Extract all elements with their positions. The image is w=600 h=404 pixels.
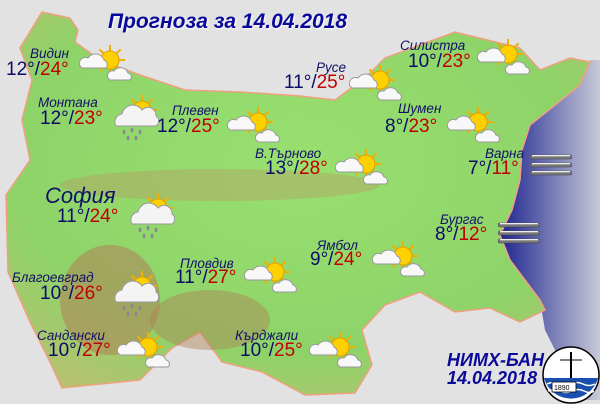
max-temp: 24° bbox=[89, 206, 119, 227]
max-temp: 11° bbox=[491, 158, 519, 179]
city-temperatures: 10°/27° bbox=[48, 340, 111, 361]
organization-label: НИМХ-БАН bbox=[447, 350, 544, 370]
city-temperatures: 9°/24° bbox=[310, 249, 363, 270]
city-name: Сандански bbox=[37, 328, 105, 343]
min-temp: 10° bbox=[240, 340, 269, 361]
city-name: Бургас bbox=[440, 212, 484, 227]
min-temp: 10° bbox=[48, 340, 77, 361]
min-temp: 7° bbox=[468, 158, 487, 179]
max-temp: 25° bbox=[274, 340, 303, 361]
city-name: Русе bbox=[316, 60, 347, 75]
min-temp: 11° bbox=[284, 72, 312, 93]
min-temp: 12° bbox=[6, 59, 35, 80]
city-temperatures: 7°/11° bbox=[468, 158, 519, 179]
mountain-rhodopes bbox=[150, 290, 270, 350]
max-temp: 23° bbox=[74, 108, 103, 129]
city-name: В.Търново bbox=[255, 146, 322, 161]
min-temp: 12° bbox=[40, 108, 69, 129]
max-temp: 26° bbox=[74, 283, 103, 304]
partly-cloudy-icon bbox=[116, 331, 172, 376]
max-temp: 24° bbox=[40, 59, 69, 80]
city-temperatures: 8°/12° bbox=[435, 224, 488, 245]
city-temperatures: 8°/23° bbox=[385, 116, 438, 137]
min-temp: 9° bbox=[310, 249, 329, 270]
cloud-rain-icon bbox=[110, 94, 166, 147]
min-temp: 11° bbox=[57, 206, 85, 227]
city-name: Шумен bbox=[398, 101, 442, 116]
city-temperatures: 10°/25° bbox=[240, 340, 303, 361]
city-name: Благоевград bbox=[12, 270, 94, 285]
city-name: София bbox=[45, 183, 116, 208]
city-temperatures: 12°/24° bbox=[6, 59, 69, 80]
max-temp: 24° bbox=[333, 249, 363, 270]
partly-cloudy-icon bbox=[78, 44, 134, 89]
city-temperatures: 10°/23° bbox=[408, 51, 471, 72]
min-temp: 12° bbox=[157, 116, 186, 137]
partly-cloudy-icon bbox=[371, 240, 427, 285]
city-name: Варна bbox=[485, 146, 524, 161]
city-name: Силистра bbox=[400, 38, 466, 53]
black-sea bbox=[500, 60, 600, 400]
min-temp: 8° bbox=[385, 116, 404, 137]
city-name: Видин bbox=[30, 46, 69, 61]
max-temp: 23° bbox=[408, 116, 438, 137]
fog-icon bbox=[497, 220, 541, 251]
max-temp: 23° bbox=[442, 51, 471, 72]
cloud-rain-icon bbox=[110, 270, 166, 323]
max-temp: 12° bbox=[458, 224, 488, 245]
nimh-logo-icon: 1890 bbox=[542, 346, 600, 404]
mountain-rila bbox=[60, 245, 160, 355]
max-temp: 27° bbox=[207, 267, 237, 288]
max-temp: 28° bbox=[299, 158, 328, 179]
city-temperatures: 12°/23° bbox=[40, 108, 103, 129]
min-temp: 11° bbox=[175, 267, 203, 288]
city-name: Пловдив bbox=[180, 256, 234, 271]
partly-cloudy-icon bbox=[446, 106, 502, 151]
city-temperatures: 11°/25° bbox=[284, 72, 346, 93]
partly-cloudy-icon bbox=[243, 256, 299, 301]
cloud-rain-icon bbox=[126, 192, 182, 245]
city-temperatures: 11°/24° bbox=[57, 206, 119, 227]
min-temp: 8° bbox=[435, 224, 454, 245]
max-temp: 27° bbox=[82, 340, 111, 361]
city-name: Ямбол bbox=[317, 238, 358, 253]
partly-cloudy-icon bbox=[308, 331, 364, 376]
partly-cloudy-icon bbox=[226, 106, 282, 151]
fog-icon bbox=[529, 152, 573, 183]
footer-date: 14.04.2018 bbox=[447, 368, 538, 388]
city-temperatures: 10°/26° bbox=[40, 283, 103, 304]
city-temperatures: 11°/27° bbox=[175, 267, 237, 288]
max-temp: 25° bbox=[191, 116, 220, 137]
min-temp: 10° bbox=[408, 51, 437, 72]
city-name: Кърджали bbox=[235, 328, 299, 343]
partly-cloudy-icon bbox=[348, 64, 404, 109]
mountain-balkan bbox=[60, 169, 380, 201]
page-title: Прогноза за 14.04.2018 bbox=[108, 10, 348, 33]
partly-cloudy-icon bbox=[476, 38, 532, 83]
city-temperatures: 13°/28° bbox=[265, 158, 328, 179]
city-name: Плевен bbox=[172, 103, 219, 118]
city-temperatures: 12°/25° bbox=[157, 116, 220, 137]
svg-text:1890: 1890 bbox=[554, 385, 570, 392]
partly-cloudy-icon bbox=[334, 148, 390, 193]
max-temp: 25° bbox=[316, 72, 346, 93]
min-temp: 10° bbox=[40, 283, 69, 304]
city-name: Монтана bbox=[38, 95, 98, 110]
min-temp: 13° bbox=[265, 158, 294, 179]
